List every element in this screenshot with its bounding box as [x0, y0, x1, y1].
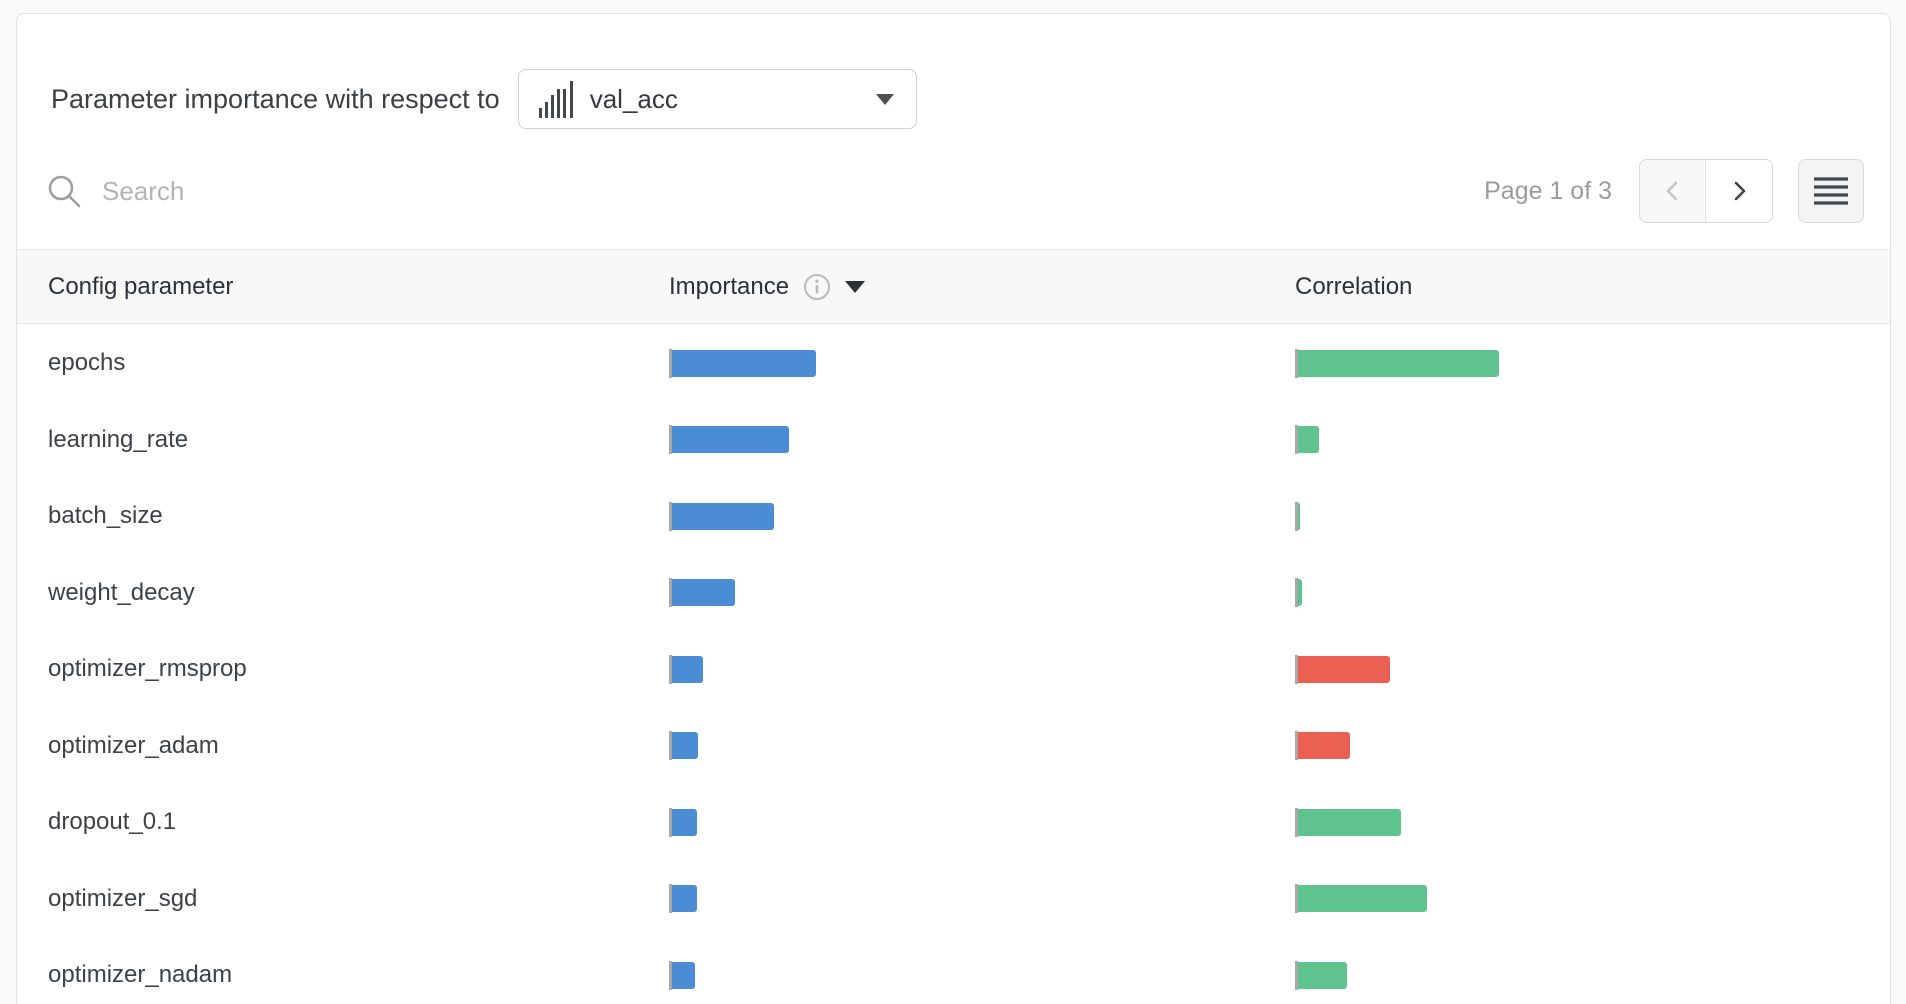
correlation-axis-tick — [1295, 501, 1298, 531]
importance-bar — [672, 579, 735, 607]
importance-header-label: Importance — [669, 272, 790, 300]
importance-axis-tick — [669, 807, 672, 837]
parameter-label: optimizer_rmsprop — [48, 655, 247, 683]
correlation-bar — [1298, 502, 1300, 530]
importance-bar — [672, 502, 774, 530]
parameter-importance-panel: Parameter importance with respect to val… — [16, 13, 1891, 1004]
parameter-label: epochs — [48, 349, 126, 377]
importance-axis-tick — [669, 348, 672, 378]
correlation-bar — [1298, 579, 1302, 607]
table-row: weight_decay — [17, 555, 1890, 632]
importance-bar — [672, 808, 697, 836]
importance-axis-tick — [669, 578, 672, 608]
importance-cell — [669, 325, 1295, 402]
table-header: Config parameter Importance Correlation — [17, 249, 1890, 324]
parameter-table-body: epochs learning_rate batch_size — [17, 325, 1890, 1004]
importance-cell — [669, 937, 1295, 1004]
correlation-cell — [1295, 784, 1890, 861]
correlation-axis-tick — [1295, 807, 1298, 837]
correlation-cell — [1295, 708, 1890, 785]
metric-bars-icon — [538, 80, 573, 118]
importance-cell — [669, 861, 1295, 938]
importance-bar — [672, 655, 703, 683]
pagination-buttons — [1639, 159, 1773, 223]
page-indicator: Page 1 of 3 — [1484, 176, 1612, 205]
importance-axis-tick — [669, 654, 672, 684]
column-header-importance[interactable]: Importance — [669, 273, 1295, 301]
correlation-cell — [1295, 631, 1890, 708]
correlation-cell — [1295, 861, 1890, 938]
importance-axis-tick — [669, 884, 672, 914]
info-icon[interactable] — [803, 273, 831, 301]
table-row: optimizer_sgd — [17, 861, 1890, 938]
correlation-cell — [1295, 478, 1890, 555]
correlation-bar — [1298, 426, 1319, 454]
importance-bar — [672, 732, 698, 760]
parameter-label: optimizer_nadam — [48, 961, 233, 989]
next-page-button[interactable] — [1706, 160, 1772, 222]
importance-bar — [672, 961, 695, 989]
parameter-label: optimizer_adam — [48, 731, 219, 759]
correlation-bar — [1298, 808, 1401, 836]
toolbar: Page 1 of 3 — [46, 159, 1864, 223]
correlation-axis-tick — [1295, 731, 1298, 761]
correlation-cell — [1295, 555, 1890, 632]
correlation-axis-tick — [1295, 348, 1298, 378]
chevron-down-icon — [875, 93, 894, 105]
importance-cell — [669, 631, 1295, 708]
correlation-cell — [1295, 402, 1890, 479]
correlation-cell — [1295, 937, 1890, 1004]
chevron-left-icon — [1657, 175, 1689, 207]
correlation-bar — [1298, 885, 1427, 913]
parameter-label: optimizer_sgd — [48, 884, 198, 912]
table-row: batch_size — [17, 478, 1890, 555]
importance-bar — [672, 426, 789, 454]
panel-menu-button[interactable] — [1798, 159, 1864, 223]
table-row: optimizer_nadam — [17, 937, 1890, 1004]
importance-cell — [669, 478, 1295, 555]
correlation-bar — [1298, 732, 1350, 760]
hamburger-menu-icon — [1813, 175, 1849, 207]
correlation-bar — [1298, 349, 1499, 377]
metric-dropdown-value: val_acc — [589, 83, 678, 114]
correlation-axis-tick — [1295, 654, 1298, 684]
metric-dropdown[interactable]: val_acc — [517, 69, 917, 129]
correlation-axis-tick — [1295, 960, 1298, 990]
chevron-right-icon — [1723, 175, 1755, 207]
column-header-correlation: Correlation — [1295, 272, 1413, 300]
importance-cell — [669, 784, 1295, 861]
search-icon — [46, 173, 82, 209]
parameter-label: batch_size — [48, 502, 163, 530]
table-row: dropout_0.1 — [17, 784, 1890, 861]
table-row: optimizer_rmsprop — [17, 631, 1890, 708]
correlation-axis-tick — [1295, 578, 1298, 608]
correlation-axis-tick — [1295, 884, 1298, 914]
table-row: epochs — [17, 325, 1890, 402]
importance-axis-tick — [669, 960, 672, 990]
correlation-bar — [1298, 961, 1347, 989]
sort-descending-icon — [845, 280, 866, 293]
importance-bar — [672, 349, 816, 377]
search-input[interactable] — [102, 175, 702, 207]
table-row: learning_rate — [17, 402, 1890, 479]
parameter-label: weight_decay — [48, 578, 195, 606]
parameter-label: dropout_0.1 — [48, 808, 177, 836]
importance-cell — [669, 402, 1295, 479]
importance-cell — [669, 708, 1295, 785]
column-header-config-parameter: Config parameter — [48, 272, 234, 300]
panel-header: Parameter importance with respect to val… — [51, 69, 917, 129]
importance-bar — [672, 885, 697, 913]
panel-title: Parameter importance with respect to — [51, 83, 500, 114]
importance-axis-tick — [669, 501, 672, 531]
table-row: optimizer_adam — [17, 708, 1890, 785]
importance-axis-tick — [669, 425, 672, 455]
correlation-cell — [1295, 325, 1890, 402]
previous-page-button[interactable] — [1640, 160, 1706, 222]
search-box — [46, 173, 1484, 209]
parameter-label: learning_rate — [48, 425, 189, 453]
importance-axis-tick — [669, 731, 672, 761]
importance-cell — [669, 555, 1295, 632]
correlation-bar — [1298, 655, 1390, 683]
correlation-axis-tick — [1295, 425, 1298, 455]
